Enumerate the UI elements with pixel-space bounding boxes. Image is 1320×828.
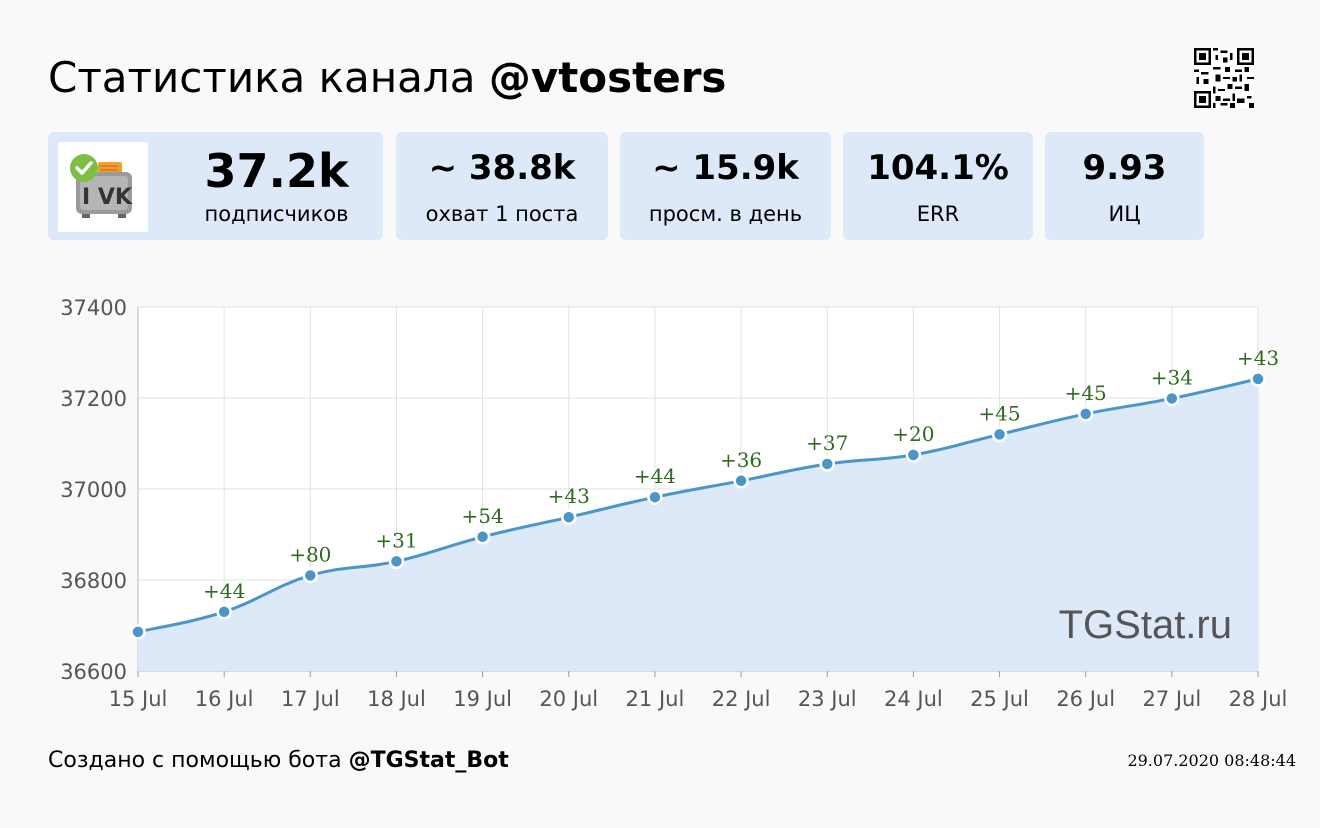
- data-label: +34: [1151, 365, 1193, 389]
- stat-label: ERR: [916, 202, 960, 226]
- data-label: +31: [375, 528, 417, 552]
- stat-card-subscribers: I VK 37.2k подписчиков: [48, 132, 383, 240]
- data-label: +54: [462, 504, 504, 528]
- avatar-text: I VK: [82, 185, 133, 210]
- x-tick-label: 21 Jul: [626, 687, 685, 711]
- data-point-core: [565, 514, 572, 521]
- channel-name: @vtosters: [488, 53, 727, 102]
- y-tick-label: 36600: [60, 660, 127, 684]
- stat-value: ~ 15.9k: [652, 148, 799, 188]
- data-point-core: [135, 628, 141, 635]
- qr-code-icon: [1194, 48, 1254, 108]
- stat-card-daily-views: ~ 15.9k просм. в день: [620, 132, 831, 240]
- area-fill: [138, 378, 1258, 671]
- data-point-core: [1255, 375, 1261, 382]
- channel-avatar: I VK: [58, 142, 148, 232]
- footer-timestamp: 29.07.2020 08:48:44: [1127, 751, 1296, 770]
- series-line: [137, 377, 1259, 634]
- y-tick-label: 37400: [60, 296, 127, 320]
- stat-value: 9.93: [1082, 148, 1167, 188]
- x-tick-label: 28 Jul: [1229, 687, 1288, 711]
- y-tick-label: 37200: [60, 387, 127, 411]
- x-tick-label: 18 Jul: [367, 687, 426, 711]
- stat-label: подписчиков: [204, 202, 349, 226]
- x-tick-label: 20 Jul: [539, 687, 598, 711]
- stat-label: просм. в день: [648, 202, 803, 226]
- data-label: +44: [203, 579, 245, 603]
- footer-credit: Создано с помощью бота @TGStat_Bot: [48, 746, 509, 776]
- stat-label: охват 1 поста: [425, 202, 579, 226]
- data-label: +20: [892, 422, 934, 446]
- vk-toaster-logo-icon: I VK: [70, 154, 133, 218]
- x-tick-label: 19 Jul: [453, 687, 512, 711]
- stat-label: ИЦ: [1108, 202, 1141, 226]
- data-label: +45: [1065, 381, 1107, 405]
- watermark: TGStat.ru: [1059, 603, 1232, 647]
- data-label: +80: [289, 542, 331, 566]
- data-point-core: [824, 460, 831, 467]
- x-tick-label: 24 Jul: [884, 687, 943, 711]
- stat-value: 37.2k: [204, 144, 349, 198]
- data-label: +37: [806, 431, 848, 455]
- title-prefix: Статистика канала: [48, 53, 489, 102]
- stat-value: 104.1%: [867, 148, 1009, 188]
- data-label: +44: [634, 464, 676, 488]
- data-point-core: [651, 494, 658, 501]
- stat-card-reach: ~ 38.8k охват 1 поста: [396, 132, 608, 240]
- x-tick-label: 25 Jul: [970, 687, 1029, 711]
- data-point-core: [1168, 395, 1175, 402]
- subscribers-chart: 37400 37200 37000 36800 36600 15 Jul 16 Jul 17 …: [60, 296, 1288, 711]
- data-label: +36: [720, 448, 762, 472]
- stat-value: ~ 38.8k: [428, 148, 576, 188]
- data-point-core: [996, 431, 1003, 438]
- x-tick-label: 23 Jul: [798, 687, 857, 711]
- x-tick-label: 17 Jul: [281, 687, 340, 711]
- data-point-core: [738, 477, 745, 484]
- page-title: Статистика канала @vtosters: [48, 52, 726, 104]
- x-tick-label: 26 Jul: [1056, 687, 1115, 711]
- x-tick-label: 15 Jul: [109, 687, 168, 711]
- x-tick-label: 16 Jul: [195, 687, 254, 711]
- data-label: +43: [1237, 346, 1279, 370]
- stat-card-ic: 9.93 ИЦ: [1045, 132, 1204, 240]
- data-label: +43: [548, 484, 590, 508]
- data-point-core: [307, 572, 314, 579]
- footer-prefix: Создано с помощью бота: [48, 748, 349, 773]
- data-point-core: [393, 558, 400, 565]
- y-tick-label: 37000: [60, 478, 127, 502]
- data-point-core: [479, 533, 486, 540]
- bot-link[interactable]: @TGStat_Bot: [348, 748, 509, 773]
- data-point-core: [1082, 410, 1089, 417]
- x-tick-label: 27 Jul: [1142, 687, 1201, 711]
- y-tick-label: 36800: [60, 569, 127, 593]
- stat-card-err: 104.1% ERR: [843, 132, 1033, 240]
- data-label: +45: [978, 401, 1020, 425]
- x-tick-label: 22 Jul: [712, 687, 771, 711]
- data-point-core: [910, 451, 917, 458]
- data-point-core: [221, 608, 228, 615]
